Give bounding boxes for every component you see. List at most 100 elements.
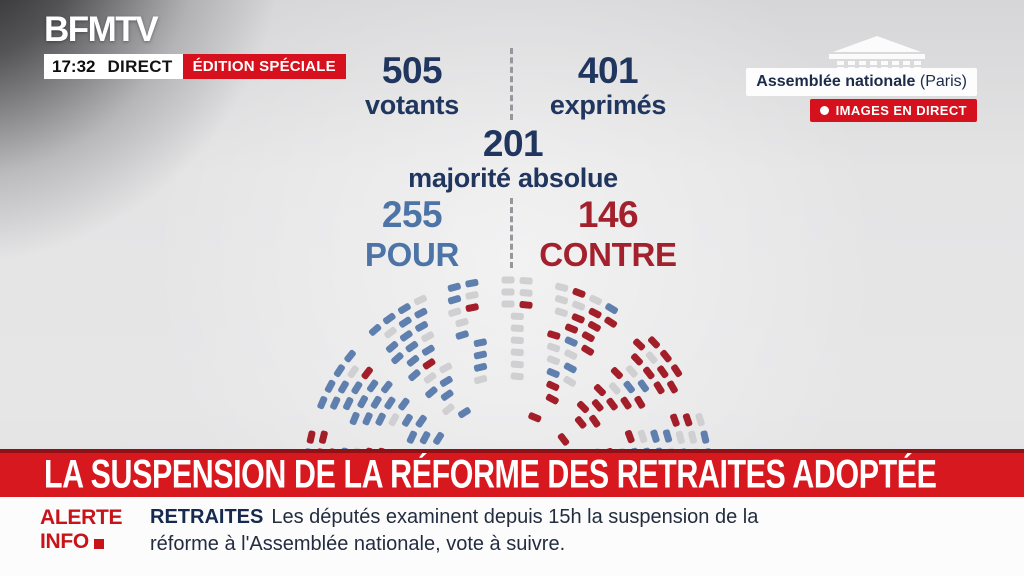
seat	[564, 323, 579, 334]
live-badge-label: IMAGES EN DIRECT	[835, 103, 967, 118]
seat	[519, 289, 533, 297]
seat	[465, 303, 479, 312]
seat	[349, 411, 360, 426]
seat	[421, 344, 435, 356]
seat	[406, 355, 420, 367]
ticker-text: RETRAITES Les députés examinent depuis 15…	[150, 504, 840, 558]
seat	[375, 412, 386, 426]
seat	[473, 350, 488, 360]
seat	[413, 294, 427, 306]
seat	[605, 303, 619, 315]
seat	[608, 382, 621, 395]
seat	[510, 336, 524, 345]
seat	[455, 330, 469, 340]
seat	[645, 351, 658, 364]
seat	[688, 430, 698, 444]
seat	[630, 353, 644, 366]
seat	[343, 397, 354, 411]
seat	[388, 413, 400, 427]
exprimes-value: 401	[577, 50, 639, 91]
seat	[440, 389, 454, 401]
seat	[589, 294, 603, 306]
seat	[425, 386, 438, 399]
seat	[650, 429, 660, 443]
seat	[510, 372, 524, 381]
seat	[671, 364, 683, 378]
seat	[318, 430, 328, 444]
ticker-line2: réforme à l'Assemblée nationale, vote à …	[150, 533, 566, 555]
direct-label: DIRECT	[107, 56, 173, 76]
seat	[546, 368, 560, 378]
contre-value: 146	[577, 194, 639, 235]
seat	[563, 375, 577, 387]
seat	[643, 366, 655, 380]
stat-majorite: 201 majorité absolue	[363, 125, 663, 194]
stat-votants: 505 votants	[307, 52, 517, 121]
seat	[545, 393, 559, 405]
seat	[610, 367, 623, 380]
seat	[587, 321, 601, 332]
seat	[362, 412, 373, 426]
live-images-badge: IMAGES EN DIRECT	[809, 99, 977, 122]
seat	[647, 336, 661, 349]
majorite-value: 201	[482, 123, 544, 164]
seat	[330, 396, 341, 410]
ticker-line1-text: Les députés examinent depuis 15h la susp…	[271, 506, 759, 528]
seat	[501, 288, 515, 296]
seat	[675, 430, 685, 445]
seat	[439, 375, 453, 387]
stat-contre: 146 CONTRE	[503, 196, 713, 273]
seat	[370, 395, 382, 409]
seat	[695, 412, 705, 427]
contre-label: CONTRE	[539, 236, 677, 273]
seat	[662, 429, 673, 443]
seat	[419, 431, 431, 445]
seat	[604, 316, 618, 328]
seat	[660, 349, 672, 363]
seat	[473, 338, 487, 347]
seat	[682, 413, 693, 427]
seat	[384, 396, 396, 410]
seat	[338, 380, 349, 394]
seat	[439, 362, 453, 374]
headline-text: LA SUSPENSION DE LA RÉFORME DES RETRAITE…	[44, 452, 937, 497]
alert-line2: INFO	[40, 530, 89, 554]
seat	[588, 307, 602, 319]
seat	[324, 379, 336, 393]
seat	[563, 362, 577, 374]
seat	[519, 276, 533, 285]
seat	[670, 413, 680, 427]
votants-label: votants	[365, 90, 459, 120]
seat	[519, 300, 533, 309]
seat	[422, 358, 436, 370]
seat	[357, 395, 369, 409]
news-ticker: ALERTE INFO RETRAITES Les députés examine…	[0, 497, 1024, 576]
seat	[510, 312, 524, 321]
info-strip: 17:32 DIRECT ÉDITION SPÉCIALE	[44, 54, 346, 79]
seat	[447, 295, 462, 305]
seat	[546, 355, 561, 366]
hemicycle-chart	[303, 276, 713, 455]
seat	[653, 381, 665, 395]
seat	[510, 324, 524, 333]
seat	[399, 330, 413, 342]
seat	[344, 349, 356, 363]
seat	[700, 430, 710, 444]
seat	[554, 307, 568, 317]
alert-square-icon	[93, 538, 104, 549]
seat	[620, 396, 632, 410]
location-name-regular: (Paris)	[919, 73, 967, 90]
seat	[589, 414, 601, 428]
alert-info-label: ALERTE INFO	[40, 506, 123, 554]
dashed-divider-bottom	[510, 198, 513, 268]
time-text: 17:32	[52, 56, 96, 76]
special-edition-badge: ÉDITION SPÉCIALE	[182, 54, 346, 79]
seat	[554, 295, 569, 305]
seat	[317, 395, 328, 410]
seat	[564, 336, 578, 347]
seat	[447, 282, 461, 292]
location-name: Assemblée nationale (Paris)	[746, 68, 977, 96]
seat	[572, 288, 586, 298]
seat	[421, 331, 435, 343]
